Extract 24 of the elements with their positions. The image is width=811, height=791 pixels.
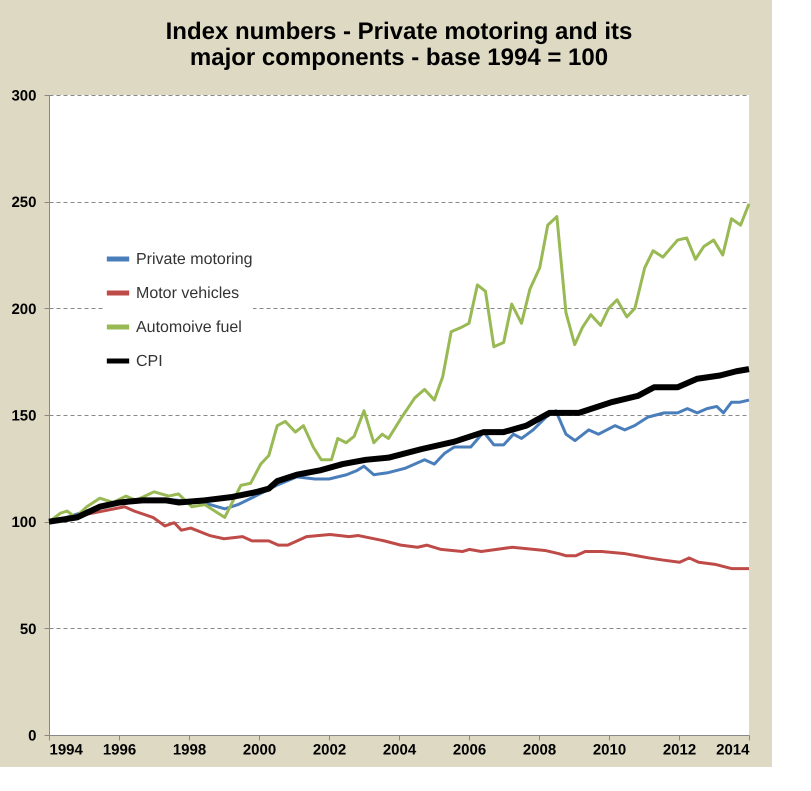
x-tick-label: 2002: [312, 742, 346, 758]
line-series: [48, 202, 750, 524]
x-tick-label: 2000: [242, 742, 276, 758]
x-tick-label: 2012: [662, 742, 696, 758]
legend-label: Private motoring: [136, 251, 252, 268]
y-tick-label: 300: [11, 88, 36, 104]
legend-label: Motor vehicles: [136, 285, 240, 302]
x-tick-label: 1996: [102, 742, 136, 758]
x-tick-label: 1994: [50, 742, 84, 758]
x-tick-label: 2006: [452, 742, 486, 758]
y-tick-label: 150: [11, 408, 36, 424]
y-tick-label: 100: [11, 514, 36, 532]
x-tick-label: 2004: [382, 742, 417, 758]
y-tick-label: 50: [20, 620, 36, 638]
legend-label: CPI: [136, 353, 163, 370]
x-tick-label: 2008: [522, 742, 556, 758]
x-tick-label: 1998: [172, 742, 206, 758]
y-tick-label: 0: [28, 728, 36, 744]
chart-title: Index numbers - Private motoring and its major components - base 1994 = 100: [166, 18, 632, 71]
x-tick-label: 2014: [716, 742, 750, 758]
legend-label: Automoive fuel: [136, 319, 242, 336]
x-tick-label: 2010: [592, 742, 626, 758]
y-tick-label: 200: [11, 300, 36, 318]
y-tick-label: 250: [11, 194, 36, 212]
